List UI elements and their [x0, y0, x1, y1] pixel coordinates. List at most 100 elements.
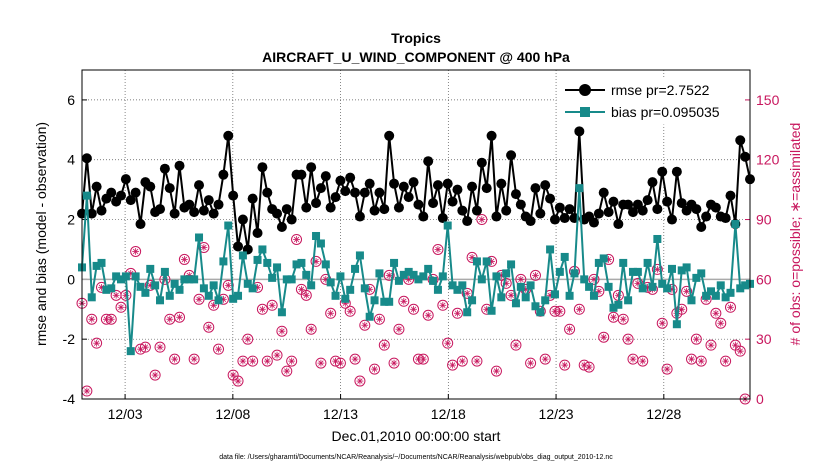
rmse-point [535, 208, 546, 219]
rmse-point [554, 202, 565, 213]
rmse-point [608, 196, 619, 207]
obs-point [178, 253, 190, 265]
obs-point [383, 269, 395, 281]
bias-point [112, 272, 121, 281]
rmse-point [340, 186, 351, 197]
rmse-point [320, 171, 331, 182]
bias-point [273, 263, 282, 272]
bias-point [672, 320, 681, 329]
obs-point [422, 309, 434, 321]
bias-point [658, 279, 667, 288]
rmse-point [515, 199, 526, 210]
obs-point [651, 263, 663, 275]
obs-point [174, 311, 186, 323]
rmse-point [564, 204, 575, 215]
obs-point [359, 319, 371, 331]
rmse-point [418, 211, 429, 222]
obs-point [315, 357, 327, 369]
bias-point [424, 264, 433, 273]
rmse-point [350, 187, 361, 198]
obs-point [300, 289, 312, 301]
bias-point [492, 272, 501, 281]
obs-point [681, 285, 693, 297]
obs-point [81, 385, 93, 397]
x-tick-label: 12/23 [539, 406, 574, 422]
rmse-point [311, 198, 322, 209]
left-tick-label: 4 [67, 152, 75, 168]
rmse-point [281, 204, 292, 215]
rmse-point [403, 192, 414, 203]
bias-point [741, 281, 750, 290]
rmse-point [116, 190, 127, 201]
obs-point [627, 353, 639, 365]
obs-point [281, 365, 293, 377]
obs-point [559, 359, 571, 371]
rmse-point [671, 166, 682, 177]
obs-point [447, 359, 459, 371]
bias-point [117, 275, 126, 284]
data-file-footnote: data file: /Users/gharamti/Documents/NCA… [219, 454, 613, 461]
rmse-point [384, 130, 395, 141]
obs-point [529, 269, 541, 281]
obs-point [451, 307, 463, 319]
rmse-point [286, 214, 297, 225]
rmse-point [296, 169, 307, 180]
bias-point [536, 308, 545, 317]
bias-point [170, 279, 179, 288]
bias-point [126, 347, 135, 356]
rmse-point [530, 183, 541, 194]
bias-point [511, 299, 520, 308]
obs-point [305, 323, 317, 335]
bias-point [477, 275, 486, 284]
obs-point [476, 214, 488, 226]
right-tick-label: 90 [756, 212, 772, 228]
rmse-point [598, 187, 609, 198]
obs-point [369, 363, 381, 375]
rmse-point [603, 207, 614, 218]
bias-point [268, 273, 277, 282]
obs-point [344, 305, 356, 317]
rmse-point [452, 184, 463, 195]
rmse-point [354, 211, 365, 222]
bias-point [438, 272, 447, 281]
right-tick-label: 120 [756, 152, 780, 168]
obs-point [490, 365, 502, 377]
bias-point [624, 296, 633, 305]
obs-point [729, 339, 741, 351]
obs-point [685, 353, 697, 365]
bias-point [682, 263, 691, 272]
bias-point [614, 300, 623, 309]
rmse-point [345, 172, 356, 183]
rmse-point [91, 181, 102, 192]
bias-point [697, 269, 706, 278]
obs-point [256, 303, 268, 315]
obs-point [139, 341, 151, 353]
bias-point [302, 270, 311, 279]
obs-point [203, 321, 215, 333]
bias-point [560, 252, 569, 261]
bias-point [92, 261, 101, 270]
obs-point [408, 303, 420, 315]
axis-ticks: 12/03 12/08 12/13 12/18 12/23 12/28-4-2024603… [63, 70, 780, 422]
bias-point [692, 273, 701, 282]
x-tick-label: 12/08 [215, 406, 250, 422]
rmse-point [359, 187, 370, 198]
rmse-point [228, 190, 239, 201]
bias-point [448, 281, 457, 290]
rmse-point [257, 162, 268, 173]
bias-point [619, 258, 628, 267]
rmse-point [81, 153, 92, 164]
rmse-point [510, 189, 521, 200]
bias-point [277, 308, 286, 317]
bias-point [258, 245, 267, 254]
obs-point [456, 355, 468, 367]
rmse-point [164, 183, 175, 194]
bias-point [97, 258, 106, 267]
rmse-point [588, 217, 599, 228]
bias-point [633, 267, 642, 276]
bias-point [326, 278, 335, 287]
obs-point [583, 361, 595, 373]
rmse-point [486, 130, 497, 141]
rmse-point [471, 205, 482, 216]
rmse-point [559, 213, 570, 224]
